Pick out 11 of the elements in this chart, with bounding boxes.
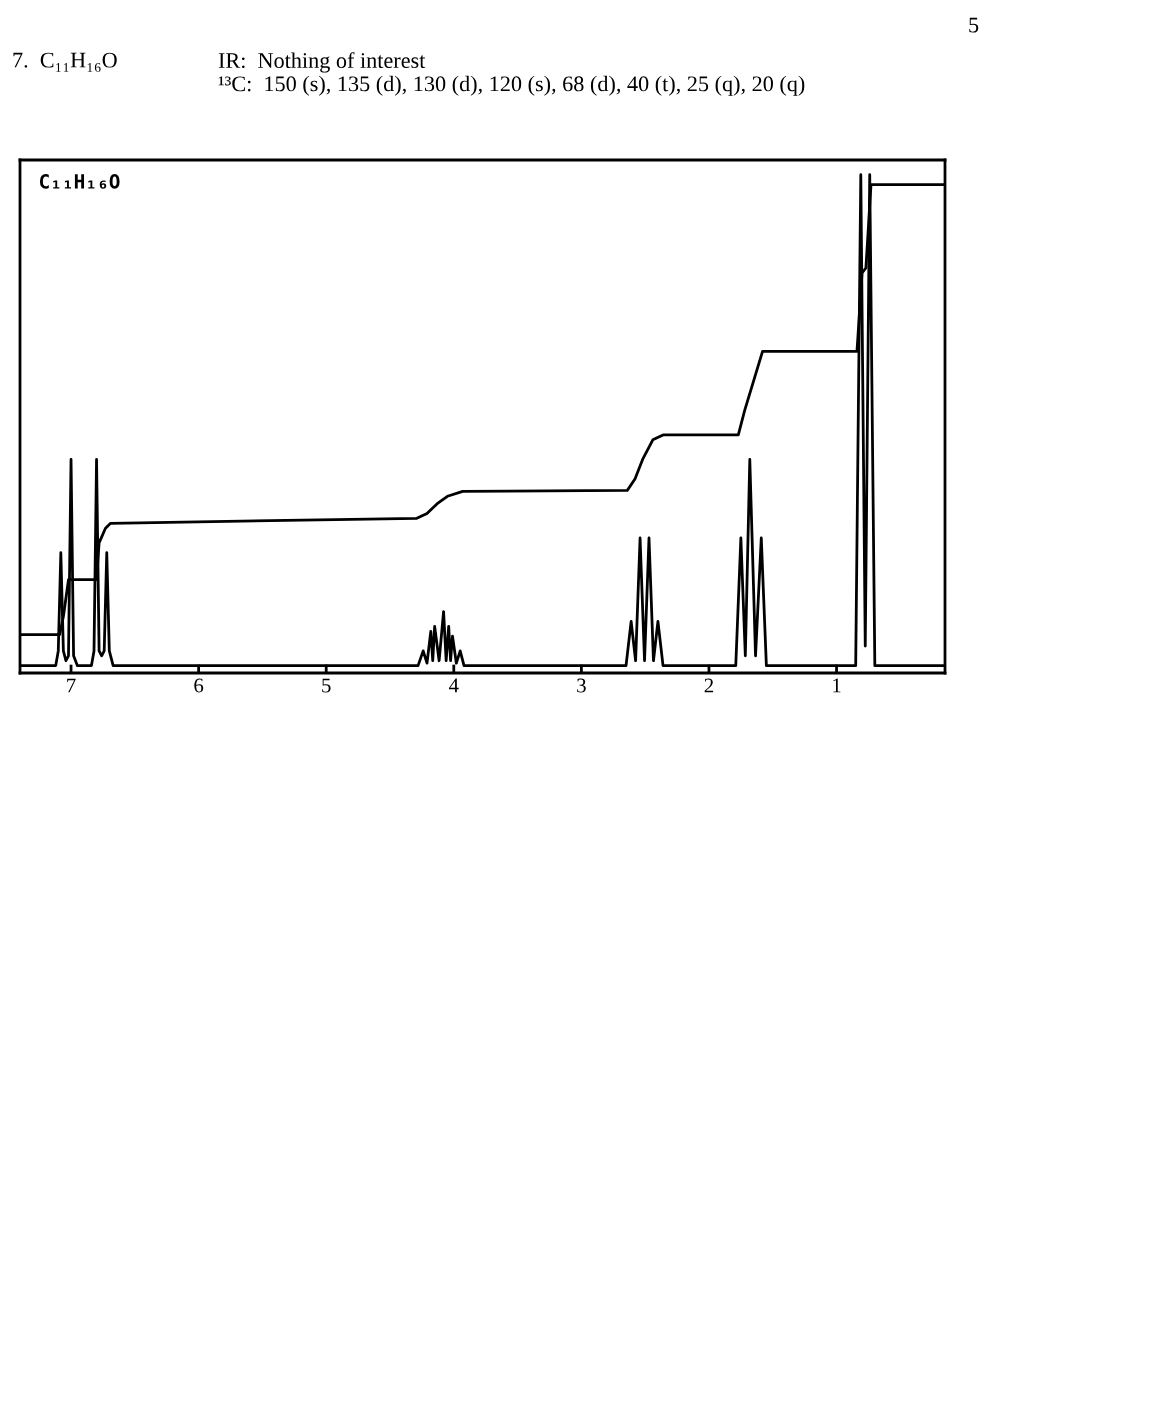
x-tick-label: 5 <box>322 678 331 693</box>
x-tick-label: 2 <box>704 678 714 693</box>
x-tick-label: 4 <box>448 678 459 693</box>
x-tick-label: 7 <box>67 678 76 693</box>
x-tick-label: 3 <box>577 678 586 693</box>
annotation: C₁₁H₁₆O <box>39 174 120 189</box>
text: 5 <box>969 17 979 33</box>
chart-title: 7. C₁₁H₁₆O <box>13 52 117 72</box>
x-tick-label: 6 <box>194 678 204 693</box>
chart-subtitle: IR: Nothing of interest ¹³C: 150 (s), 135 (d), 130 (d), 120 (s), 68 (d), 40 (t), 25 (q), 20 (q) <box>218 52 805 96</box>
x-tick-label: 1 <box>833 678 841 693</box>
